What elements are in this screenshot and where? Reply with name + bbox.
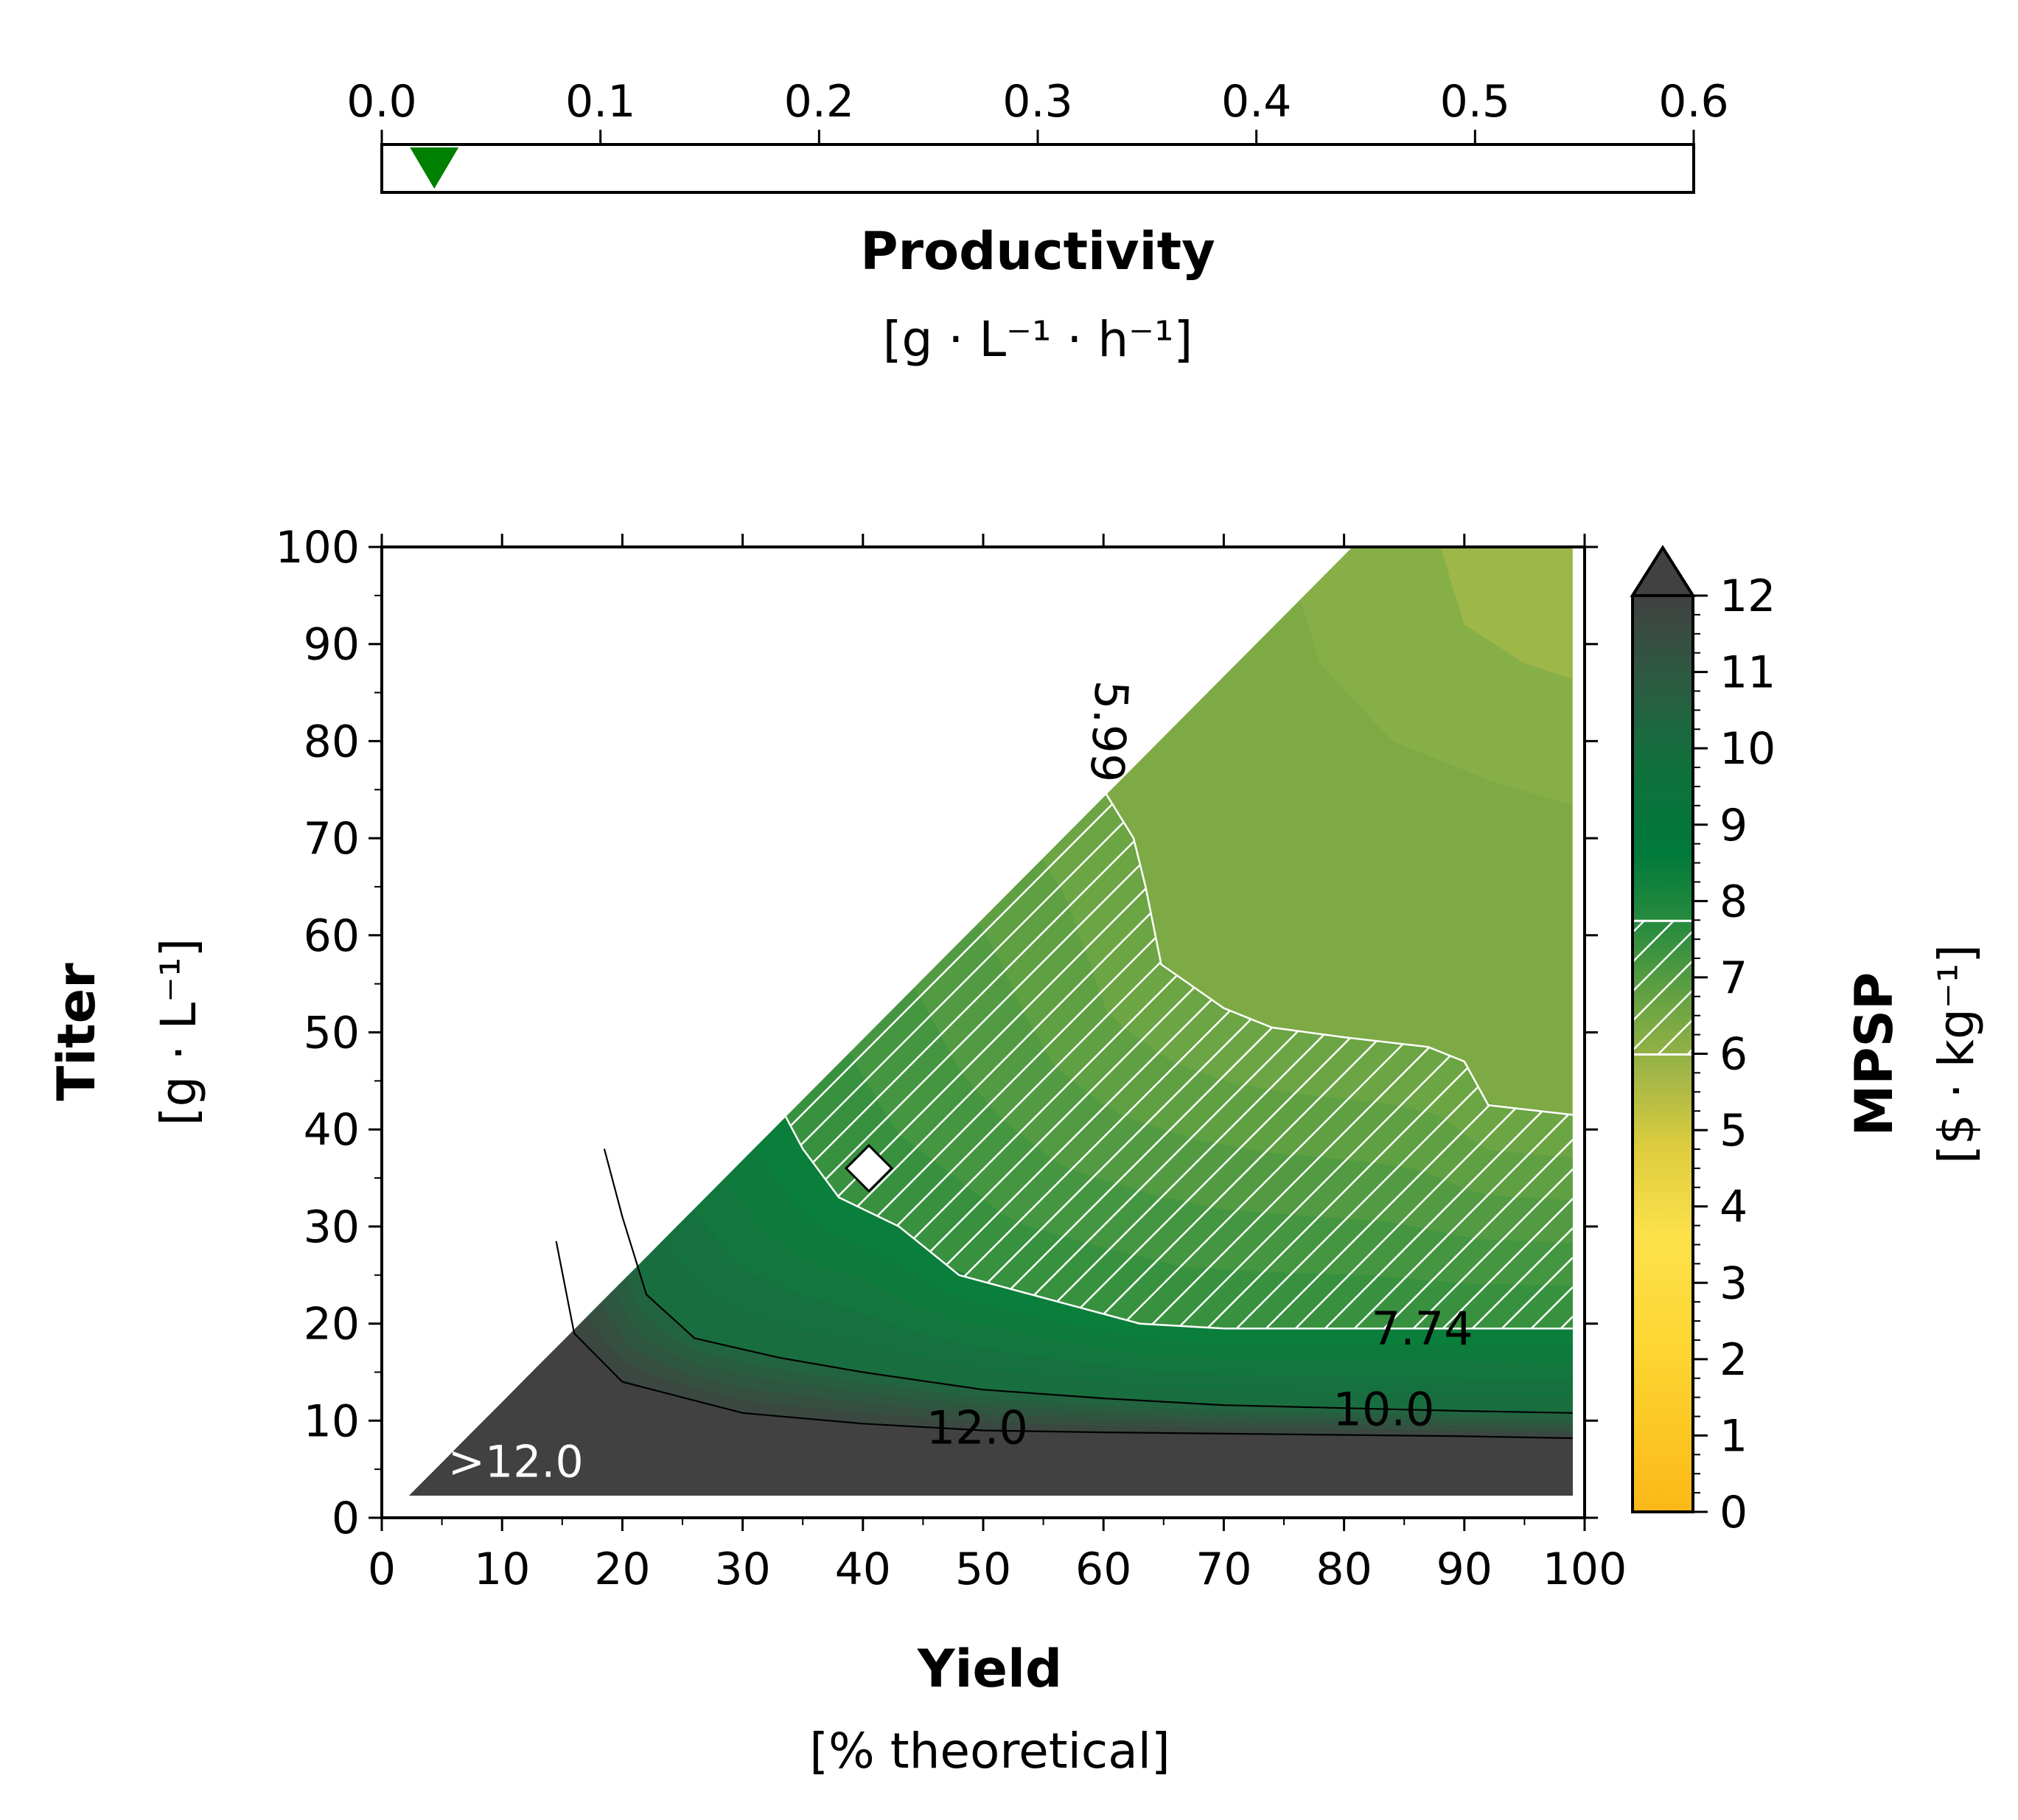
productivity-ticks: 0.0 0.1 0.2 0.3 0.4 0.5 0.6 <box>346 76 1729 144</box>
colorbar-tick-label: 10 <box>1720 723 1776 775</box>
productivity-bar <box>380 143 1695 194</box>
productivity-tick-label: 0.3 <box>1002 76 1072 128</box>
colorbar-tick-label: 2 <box>1720 1334 1748 1386</box>
productivity-tick-label: 0.0 <box>346 76 416 128</box>
y-tick-label: 100 <box>275 522 360 573</box>
colorbar-unit: [$ · kg⁻¹] <box>1928 944 1985 1164</box>
y-tick-label: 50 <box>304 1008 360 1059</box>
fill-band <box>409 547 1573 1496</box>
colorbar-tick-label: 0 <box>1720 1487 1748 1538</box>
y-axis-title: Titer <box>46 963 107 1101</box>
x-tick-label: 90 <box>1436 1544 1492 1595</box>
x-tick-label: 20 <box>594 1544 650 1595</box>
y-tick-label: 90 <box>304 619 360 671</box>
productivity-tick-label: 0.2 <box>784 76 854 128</box>
x-tick-label: 50 <box>955 1544 1011 1595</box>
contour-plot: 12.0 10.0 7.74 5.99 >12.0 0 10 20 30 40 50 60 70 80… <box>46 522 1627 1779</box>
contour-line <box>736 930 1573 1330</box>
colorbar-tick-label: 3 <box>1720 1258 1748 1309</box>
y-tick-label: 60 <box>304 910 360 962</box>
colorbar-tick-label: 11 <box>1720 647 1776 699</box>
x-tick-label: 0 <box>368 1544 396 1595</box>
y-tick-label: 30 <box>304 1202 360 1253</box>
x-tick-label: 70 <box>1195 1544 1251 1595</box>
productivity-tick-label: 0.4 <box>1221 76 1291 128</box>
y-tick-label: 10 <box>304 1395 360 1447</box>
current-point-marker <box>844 1143 894 1193</box>
colorbar-tick-label: 6 <box>1720 1029 1748 1081</box>
colorbar-tick-label: 8 <box>1720 876 1748 927</box>
contour-label: 7.74 <box>1372 1302 1473 1356</box>
contour-label: 12.0 <box>926 1401 1028 1455</box>
y-tick-label: 0 <box>332 1493 360 1544</box>
contour-line <box>603 1148 1573 1414</box>
x-tick-label: 100 <box>1543 1544 1627 1595</box>
main-axis-ticks: 0 10 20 30 40 50 60 70 80 90 100 0 10 20 30 40 50 60 70 80 9… <box>275 522 1627 1595</box>
y-tick-label: 20 <box>304 1299 360 1350</box>
colorbar-tick-label: 1 <box>1720 1410 1748 1462</box>
colorbar-title: MPSP <box>1844 972 1904 1137</box>
productivity-tick-label: 0.6 <box>1658 76 1728 128</box>
y-tick-label: 70 <box>304 813 360 865</box>
colorbar-hatched-range <box>1633 921 1693 1055</box>
contour-labels: 12.0 10.0 7.74 5.99 <box>926 679 1473 1455</box>
x-axis-title: Yield <box>917 1639 1062 1699</box>
y-tick-label: 80 <box>304 716 360 767</box>
productivity-axis: 0.0 0.1 0.2 0.3 0.4 0.5 0.6 Productivity [g · … <box>346 76 1728 368</box>
contour-label: 10.0 <box>1333 1382 1434 1436</box>
y-tick-label: 40 <box>304 1104 360 1156</box>
colorbar-tick-label: 5 <box>1720 1105 1748 1157</box>
fill-band <box>1127 547 1573 809</box>
productivity-tick-label: 0.5 <box>1440 76 1510 128</box>
colorbar-tick-label: 12 <box>1720 571 1776 622</box>
x-tick-label: 40 <box>835 1544 891 1595</box>
colorbar-tick-label: 7 <box>1720 952 1748 1004</box>
productivity-marker <box>410 147 459 189</box>
contour-line <box>555 1241 1573 1440</box>
colorbar-tick-label: 9 <box>1720 800 1748 851</box>
contour-label: 5.99 <box>1080 679 1139 784</box>
colorbar-extend-arrow <box>1630 545 1696 597</box>
x-tick-label: 30 <box>714 1544 770 1595</box>
contour-lines <box>555 546 1573 1440</box>
productivity-tick-label: 0.1 <box>565 76 635 128</box>
contour-line <box>1078 546 1573 1116</box>
productivity-title: Productivity <box>860 221 1215 282</box>
x-tick-label: 80 <box>1316 1544 1372 1595</box>
x-axis-unit: [% theoretical] <box>809 1723 1170 1779</box>
above-max-annotation: >12.0 <box>448 1437 584 1488</box>
x-tick-label: 60 <box>1075 1544 1131 1595</box>
colorbar-tick-label: 4 <box>1720 1182 1748 1233</box>
productivity-unit: [g · L⁻¹ · h⁻¹] <box>883 311 1193 368</box>
y-axis-unit: [g · L⁻¹] <box>150 938 207 1126</box>
x-tick-label: 10 <box>474 1544 530 1595</box>
